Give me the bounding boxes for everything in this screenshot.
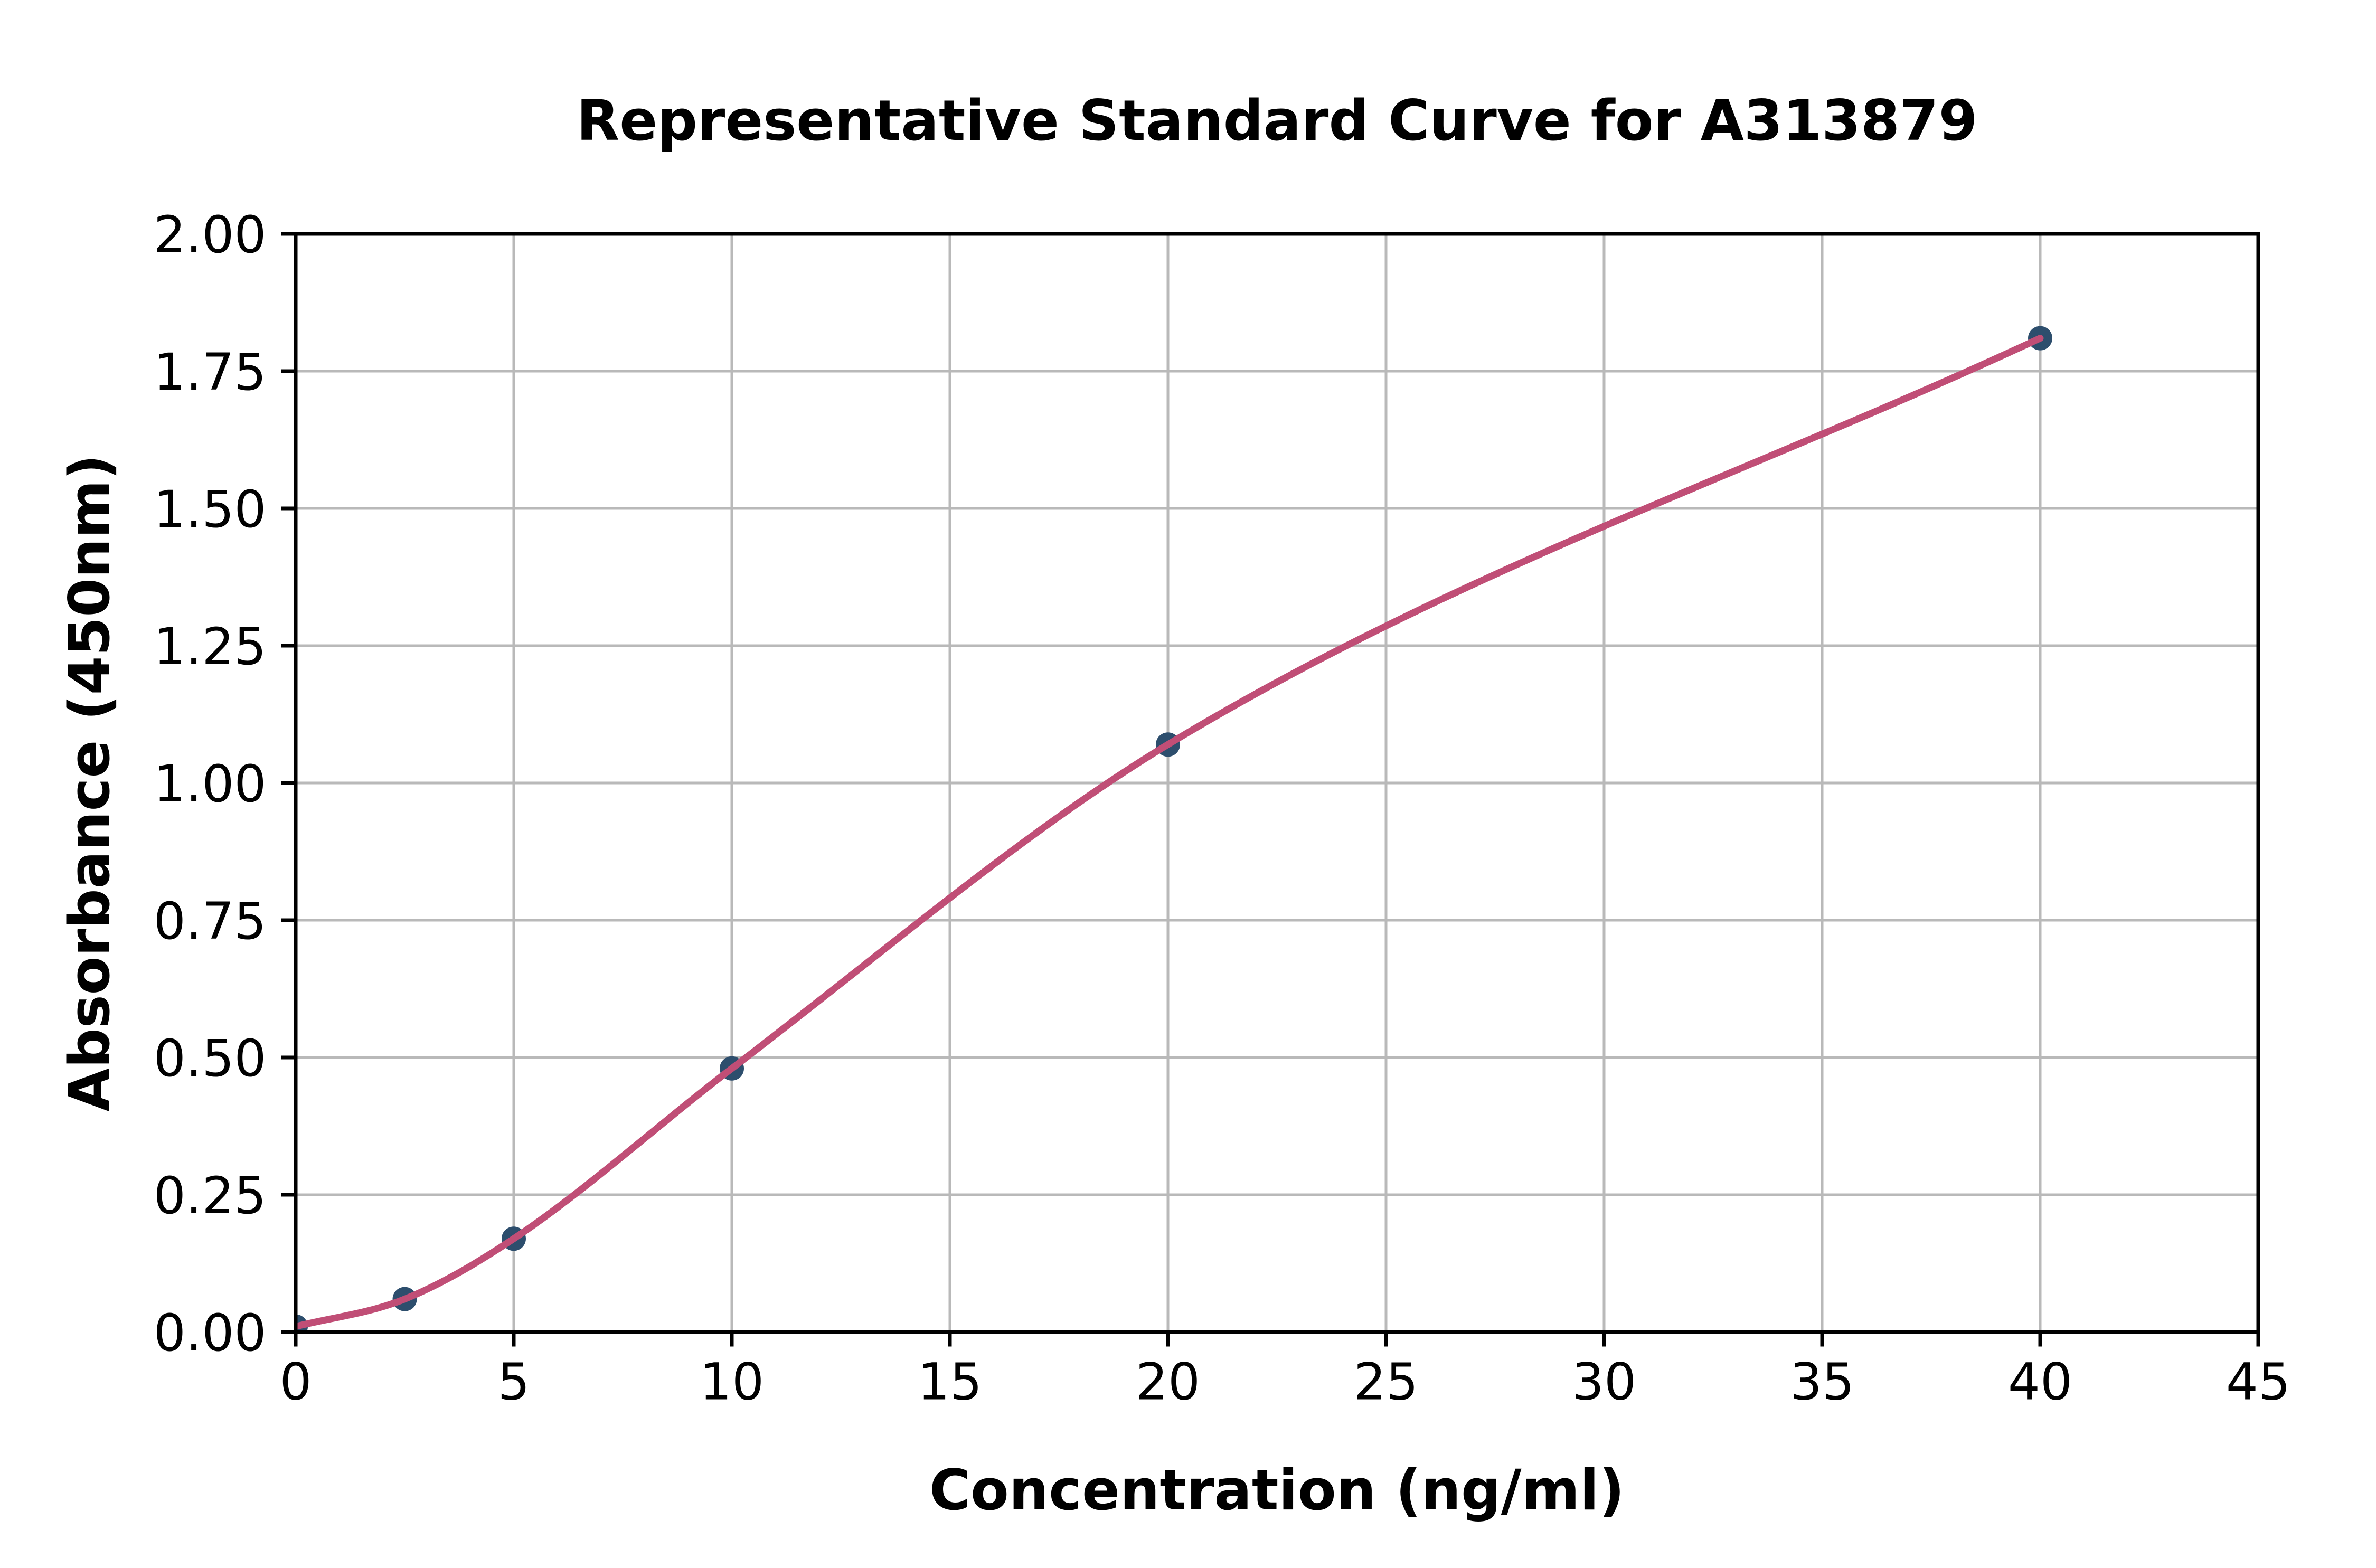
y-tick-label: 1.75 — [154, 343, 267, 402]
y-tick-label: 1.00 — [154, 754, 267, 814]
x-tick-label: 15 — [918, 1353, 982, 1412]
y-tick-label: 1.50 — [154, 480, 267, 539]
y-tick-label: 1.25 — [154, 617, 267, 676]
x-tick-label: 30 — [1572, 1353, 1636, 1412]
x-tick-label: 25 — [1354, 1353, 1418, 1412]
fit-curve — [296, 335, 2044, 1330]
x-tick-label: 35 — [1790, 1353, 1854, 1412]
y-tick-label: 0.25 — [154, 1166, 267, 1225]
y-tick-label: 0.00 — [154, 1303, 267, 1363]
x-tick-label: 45 — [2226, 1353, 2290, 1412]
x-axis-title: Concentration (ng/ml) — [929, 1458, 1625, 1523]
y-tick-label: 0.50 — [154, 1029, 267, 1088]
y-tick-label: 0.75 — [154, 892, 267, 951]
x-tick-label: 10 — [700, 1353, 764, 1412]
plot-border — [294, 232, 2260, 1334]
x-tick-label: 20 — [1136, 1353, 1200, 1412]
chart-title: Representative Standard Curve for A31387… — [576, 88, 1978, 153]
x-tick-label: 0 — [279, 1353, 312, 1412]
y-tick-label: 2.00 — [154, 205, 267, 265]
x-tick-label: 5 — [497, 1353, 530, 1412]
x-tick-label: 40 — [2008, 1353, 2072, 1412]
